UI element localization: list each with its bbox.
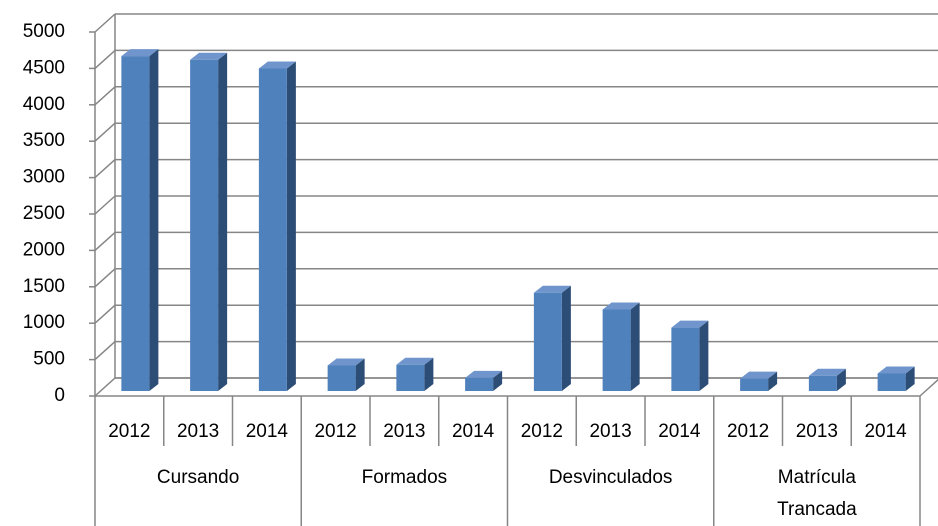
- group-label: Desvinculados: [548, 467, 673, 488]
- bar: [533, 285, 571, 391]
- x-tick-label: 2013: [589, 421, 631, 442]
- bar-side: [836, 368, 846, 391]
- bar-top: [533, 285, 571, 293]
- y-tick-label: 3500: [23, 130, 65, 151]
- grid-line: [94, 268, 116, 288]
- bar-top: [190, 52, 228, 60]
- grid-line: [94, 122, 116, 142]
- bar-top: [877, 366, 915, 374]
- bar-side: [286, 61, 296, 391]
- x-tick-label: 2012: [108, 421, 150, 442]
- bar-side: [424, 357, 434, 391]
- bar-side: [561, 285, 571, 391]
- y-tick-label: 1500: [23, 276, 65, 297]
- bar-side: [699, 320, 709, 391]
- grid-line: [94, 49, 116, 69]
- x-tick-label: 2014: [452, 421, 495, 442]
- bar-top: [396, 357, 434, 365]
- bar-top: [740, 371, 778, 379]
- bar-side: [355, 358, 365, 391]
- x-tick-label: 2014: [246, 421, 289, 442]
- bar-front: [671, 327, 700, 391]
- x-tick-label: 2013: [383, 421, 425, 442]
- bar: [190, 52, 228, 391]
- grid-line: [94, 86, 116, 106]
- x-tick-label: 2014: [864, 421, 907, 442]
- bar: [740, 371, 778, 391]
- bar-front: [740, 378, 769, 391]
- bar-front: [327, 365, 356, 391]
- bar-side: [905, 366, 915, 391]
- y-tick-label: 2000: [23, 239, 65, 260]
- floor-edge: [919, 378, 938, 397]
- x-tick-label: 2012: [727, 421, 769, 442]
- bar-top: [327, 358, 365, 366]
- bar-front: [533, 292, 562, 391]
- group-label: Formados: [361, 467, 448, 488]
- y-tick-label: 3000: [23, 167, 65, 188]
- bar-side: [218, 52, 228, 391]
- bar-top: [602, 302, 640, 310]
- bar-front: [808, 375, 837, 391]
- y-tick-label: 1000: [23, 312, 65, 333]
- bar-top: [671, 320, 709, 328]
- grid-line: [94, 341, 116, 361]
- bar-top: [258, 61, 296, 69]
- grid-line: [94, 13, 116, 33]
- bar-top: [465, 370, 503, 378]
- bar-side: [768, 371, 778, 391]
- bar: [465, 370, 503, 391]
- bar: [671, 320, 709, 391]
- bar-front: [877, 373, 906, 391]
- bar: [258, 61, 296, 391]
- x-tick-label: 2013: [177, 421, 219, 442]
- bar-front: [465, 377, 494, 391]
- bar: [602, 302, 640, 391]
- bar-front: [396, 364, 425, 391]
- x-tick-label: 2012: [521, 421, 563, 442]
- bar-front: [190, 59, 219, 391]
- y-tick-label: 2500: [23, 203, 65, 224]
- bar-side: [493, 370, 503, 391]
- y-tick-label: 500: [33, 349, 65, 370]
- bar: [396, 357, 434, 391]
- bar-front: [602, 309, 631, 391]
- bar: [808, 368, 846, 391]
- grid-line: [94, 304, 116, 324]
- bar: [877, 366, 915, 391]
- grid-line: [94, 231, 116, 251]
- x-tick-label: 2012: [314, 421, 356, 442]
- bar-top: [121, 49, 159, 57]
- bar-top: [808, 368, 846, 376]
- bar-side: [149, 49, 159, 392]
- y-tick-label: 4500: [23, 57, 65, 78]
- grid-line: [94, 159, 116, 179]
- bar-front: [121, 56, 150, 392]
- y-tick-label: 0: [54, 385, 65, 406]
- bar-front: [258, 68, 287, 391]
- x-tick-label: 2013: [796, 421, 838, 442]
- group-label: Cursando: [156, 467, 240, 488]
- x-tick-label: 2014: [658, 421, 701, 442]
- bar: [121, 49, 159, 392]
- y-tick-label: 4000: [23, 94, 65, 115]
- y-tick-label: 5000: [23, 21, 65, 42]
- grid-line: [94, 195, 116, 215]
- grid-line: [94, 377, 116, 397]
- group-label: Matrícula Trancada: [777, 467, 857, 520]
- bar: [327, 358, 365, 391]
- bar-side: [630, 302, 640, 391]
